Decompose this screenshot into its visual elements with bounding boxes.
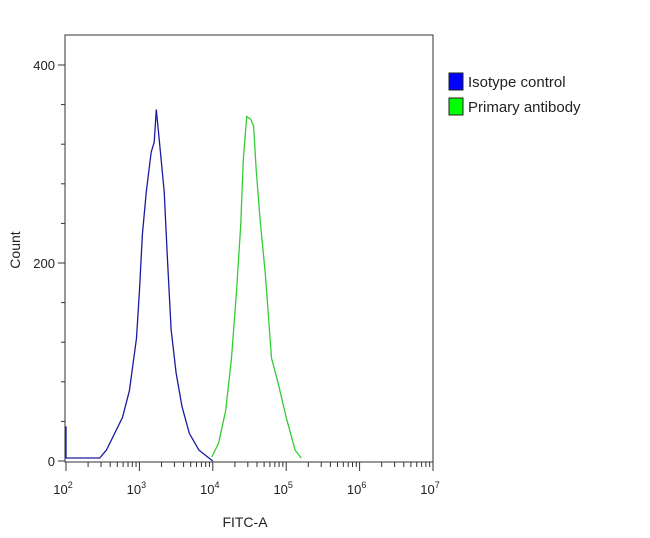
- legend-swatch: [448, 97, 464, 116]
- x-tick-label: 105: [273, 480, 292, 497]
- x-tick-label: 103: [127, 480, 146, 497]
- series-line-primary-antibody: [211, 115, 302, 459]
- x-tick-label: 104: [200, 480, 219, 497]
- plot-frame: [64, 34, 434, 463]
- legend: Isotype control Primary antibody: [448, 72, 581, 116]
- y-tick-label: 0: [48, 454, 55, 469]
- y-axis-label: Count: [7, 231, 23, 268]
- legend-label: Isotype control: [468, 74, 566, 91]
- x-tick-label: 106: [347, 480, 366, 497]
- legend-swatch: [448, 72, 464, 91]
- x-axis-label: FITC-A: [222, 514, 268, 530]
- series-line-isotype-control: [65, 109, 214, 462]
- legend-label: Primary antibody: [468, 99, 581, 116]
- x-tick-label: 107: [420, 480, 439, 497]
- y-tick-label: 200: [33, 256, 55, 271]
- x-tick-label: 102: [53, 480, 72, 497]
- y-tick-label: 400: [33, 58, 55, 73]
